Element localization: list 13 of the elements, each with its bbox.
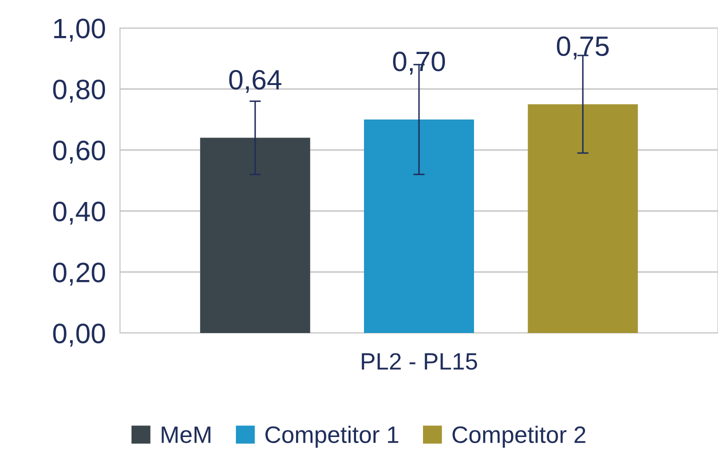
y-tick-label: 0,40	[53, 202, 106, 225]
y-tick-label: 1,00	[54, 18, 106, 42]
y-tick-label: 0,80	[53, 80, 106, 103]
data-label: 0,75	[556, 36, 609, 60]
legend-label: Competitor 1	[265, 426, 398, 448]
x-tick-label: PL2 - PL15	[362, 353, 478, 370]
data-label: 0,64	[229, 70, 282, 93]
data-label: 0,70	[393, 52, 445, 75]
y-tick-label: 0,60	[53, 140, 106, 164]
legend-label: Competitor 2	[452, 426, 586, 448]
y-tick-label: 0,00	[53, 324, 106, 347]
legend-label: MeM	[162, 426, 210, 444]
y-tick-label: 0,20	[53, 262, 106, 286]
